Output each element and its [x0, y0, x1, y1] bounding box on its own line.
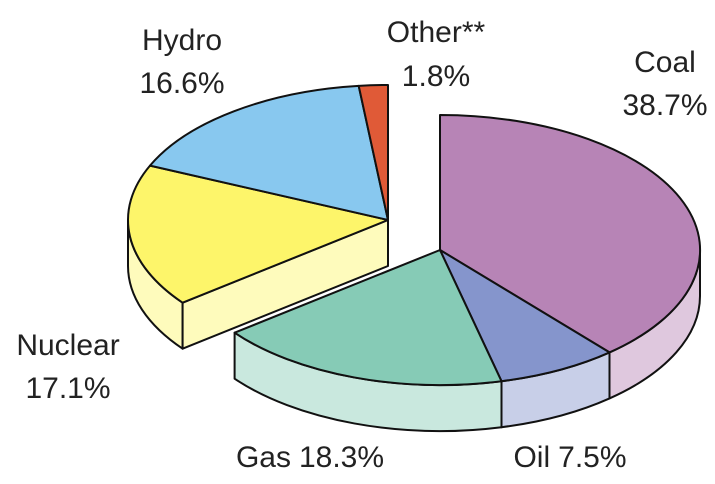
slice — [149, 84, 389, 221]
slice-label: Hydro — [142, 24, 222, 57]
value-label: 7.5% — [558, 441, 626, 474]
slice-name: Oil — [513, 441, 550, 474]
value-label: 16.6% — [139, 67, 224, 100]
slice — [127, 164, 389, 304]
slice — [357, 84, 389, 221]
slice — [439, 114, 702, 354]
slice-label: Gas 18.3% — [236, 441, 384, 474]
value-label: 17.1% — [25, 372, 110, 405]
value-label: 1.8% — [402, 60, 470, 93]
slice — [233, 249, 503, 387]
slice-label: Nuclear — [16, 329, 119, 362]
slice-label: Other** — [387, 16, 486, 49]
pie — [127, 84, 702, 433]
slice — [439, 249, 611, 383]
slice-label: Oil 7.5% — [513, 441, 626, 474]
slice-label: Coal — [634, 46, 696, 79]
value-label: 18.3% — [299, 441, 384, 474]
slice-name: Gas — [236, 441, 291, 474]
value-label: 38.7% — [622, 89, 707, 122]
